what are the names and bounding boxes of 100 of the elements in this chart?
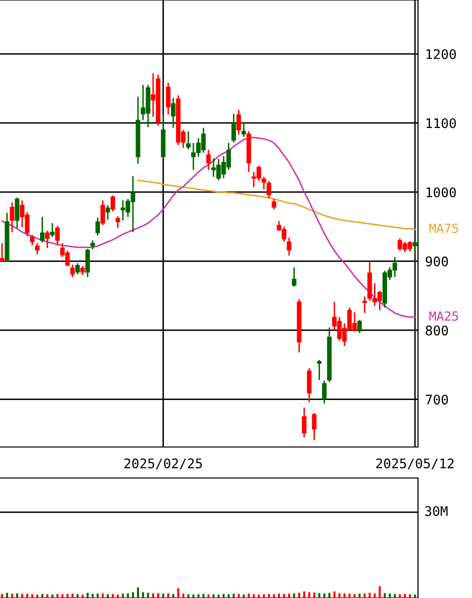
bar (248, 594, 250, 598)
bar (187, 594, 190, 598)
bar (96, 594, 99, 598)
bar (31, 594, 34, 598)
candlestick (322, 380, 327, 404)
bar (388, 594, 391, 598)
bar (82, 594, 84, 598)
bar (157, 593, 160, 598)
bar (298, 592, 300, 598)
candlestick (286, 236, 292, 256)
bar (354, 594, 356, 598)
bar (384, 593, 386, 598)
candlestick (40, 216, 45, 244)
bar (228, 594, 230, 598)
candlestick (312, 412, 317, 441)
candlestick (272, 198, 276, 210)
bar (414, 594, 416, 598)
bar (116, 594, 119, 598)
candlestick (266, 180, 272, 199)
candlestick (231, 113, 236, 144)
bar (106, 594, 109, 598)
bar (182, 594, 184, 598)
candlestick (70, 264, 75, 278)
bar (268, 594, 270, 598)
candlestick (292, 266, 296, 288)
bar (238, 594, 240, 598)
bar (303, 591, 306, 598)
bar (328, 592, 330, 598)
candlestick (362, 296, 367, 314)
candlestick (85, 248, 90, 278)
bar (222, 594, 225, 598)
bar (293, 593, 296, 598)
y-tick-label: 900 (426, 256, 448, 266)
bar (76, 594, 79, 598)
bar (6, 592, 8, 598)
bar (207, 594, 210, 598)
candlestick (100, 200, 105, 226)
bar (21, 594, 24, 598)
y-tick-label: 700 (426, 394, 448, 405)
candlestick (75, 262, 80, 275)
y-tick-label: 1200 (426, 49, 456, 60)
candlestick (30, 234, 34, 246)
bar (378, 586, 381, 598)
bar (364, 593, 366, 598)
bar (288, 594, 290, 598)
bar (404, 594, 406, 598)
bar (272, 594, 275, 598)
bar (126, 593, 129, 598)
bar (232, 594, 235, 598)
text: 30M (425, 506, 448, 516)
bar (36, 594, 38, 598)
line-series (1, 136, 416, 318)
bar (202, 594, 204, 598)
candlestick (166, 82, 170, 116)
bar (56, 594, 58, 598)
y-tick-label: 800 (426, 325, 448, 336)
bar (313, 592, 316, 598)
bar (72, 594, 74, 598)
bar (262, 594, 265, 598)
bar (172, 594, 174, 598)
bar (152, 593, 154, 598)
candlestick (55, 225, 60, 246)
bar (26, 594, 28, 598)
bar (1, 594, 4, 598)
bar (318, 593, 320, 598)
candlestick (241, 122, 246, 138)
bar (61, 594, 64, 598)
candlestick (14, 196, 20, 229)
candlestick (317, 359, 322, 381)
bar (212, 594, 215, 598)
candlestick (186, 130, 191, 150)
bar (41, 594, 44, 598)
bar (142, 592, 144, 598)
y-tick-label: 1100 (426, 118, 456, 128)
bar (147, 592, 150, 598)
bar (358, 594, 361, 598)
bar (46, 594, 48, 598)
candlestick (106, 204, 110, 220)
bar (278, 594, 280, 598)
candlestick (262, 176, 266, 190)
candlestick (10, 202, 14, 233)
candlestick (306, 368, 312, 403)
bar (136, 587, 139, 598)
candlestick (170, 97, 176, 129)
candlestick (35, 242, 40, 255)
bar (338, 593, 340, 598)
bar (162, 594, 164, 598)
candlestick (116, 216, 120, 229)
bar (92, 594, 94, 598)
bar (167, 593, 170, 598)
bar (308, 592, 310, 598)
x-tick-label: 2025/05/12 (376, 458, 454, 470)
series-label: MA25 (429, 311, 458, 321)
bar (51, 594, 54, 598)
bar (252, 594, 255, 598)
bar (343, 593, 346, 598)
candlestick (302, 406, 306, 438)
candlestick (0, 242, 4, 263)
bar (112, 594, 114, 598)
bar (323, 593, 326, 598)
